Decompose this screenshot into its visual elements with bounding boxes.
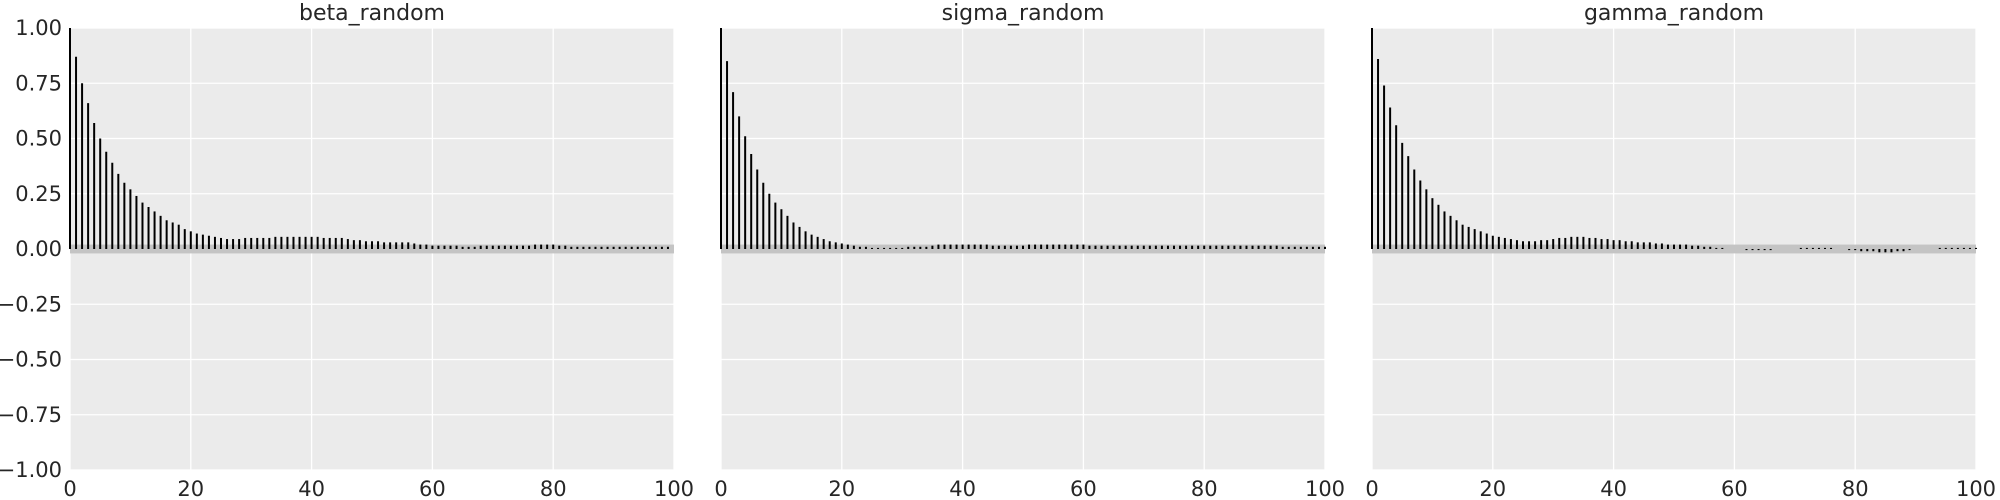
y-tick-label: −0.50: [0, 348, 62, 372]
y-tick-label: 1.00: [15, 16, 62, 40]
x-tick-label: 60: [1721, 477, 1748, 500]
x-tick-labels: 0 20 40 60 80 100: [1365, 477, 1996, 500]
x-tick-label: 100: [654, 477, 694, 500]
x-tick-label: 20: [1479, 477, 1506, 500]
x-tick-label: 40: [949, 477, 976, 500]
panel-title: sigma_random: [942, 1, 1105, 26]
autocorrelation-bars: [69, 28, 669, 249]
panel-gamma-random: gamma_random 0 20 40 60 80 100: [1365, 1, 1996, 500]
x-tick-label: 80: [1842, 477, 1869, 500]
x-tick-label: 80: [540, 477, 567, 500]
y-tick-label: −0.25: [0, 292, 62, 316]
panel-title: gamma_random: [1584, 1, 1764, 26]
y-tick-label: 0.25: [15, 182, 62, 206]
y-tick-label: 0.50: [15, 127, 62, 151]
x-tick-label: 100: [1305, 477, 1345, 500]
x-tick-label: 20: [828, 477, 855, 500]
autocorrelation-bars: [1371, 28, 1977, 253]
x-tick-label: 100: [1956, 477, 1996, 500]
panel-sigma-random: sigma_random 0 20 40 60 80 100: [714, 1, 1345, 500]
x-tick-label: 40: [298, 477, 325, 500]
x-tick-label: 60: [419, 477, 446, 500]
x-tick-label: 40: [1600, 477, 1627, 500]
x-tick-label: 60: [1070, 477, 1097, 500]
x-tick-label: 0: [63, 477, 76, 500]
y-tick-label: 0.75: [15, 71, 62, 95]
x-tick-label: 20: [177, 477, 204, 500]
y-tick-label: −0.75: [0, 403, 62, 427]
x-tick-label: 0: [714, 477, 727, 500]
y-tick-labels: 1.00 0.75 0.50 0.25 0.00 −0.25 −0.50 −0.75 −1.00: [0, 16, 62, 482]
x-tick-labels: 0 20 40 60 80 100: [63, 477, 694, 500]
x-tick-label: 80: [1191, 477, 1218, 500]
panel-title: beta_random: [299, 1, 445, 26]
x-tick-label: 0: [1365, 477, 1378, 500]
y-tick-label: 0.00: [15, 237, 62, 261]
panel-beta-random: beta_random 0 20 40 60 80 100 1.00 0.75 0.50 0.2…: [0, 1, 694, 500]
autocorrelation-bars: [720, 28, 1326, 249]
x-tick-labels: 0 20 40 60 80 100: [714, 477, 1345, 500]
y-tick-label: −1.00: [0, 458, 62, 482]
